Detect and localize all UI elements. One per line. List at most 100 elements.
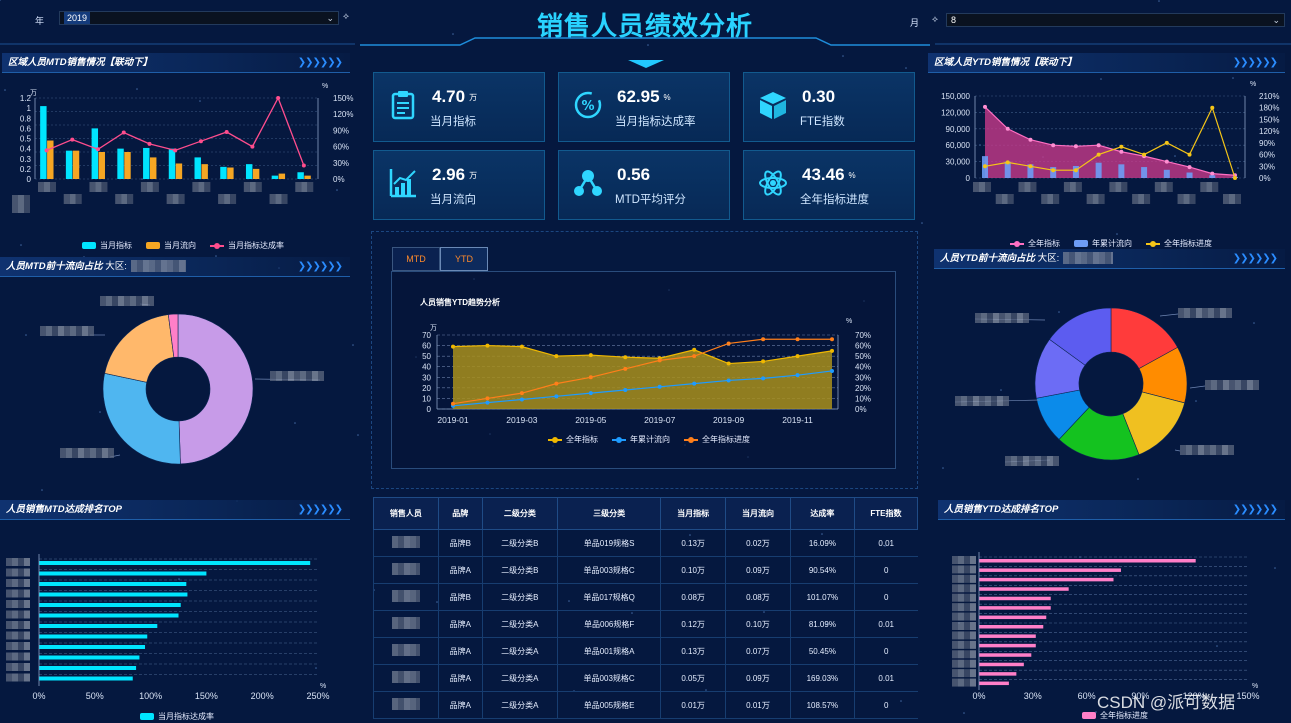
kpi-card-monthly-target[interactable]: 4.70 万 当月指标 bbox=[373, 72, 545, 142]
star bbox=[1232, 77, 1234, 79]
year-select[interactable]: 2019 ⌄ bbox=[59, 11, 339, 25]
table-row[interactable]: 品牌A 二级分类B 单品003规格C 0.10万 0.09万 90.54% 0 bbox=[373, 556, 918, 584]
table-cell: 品牌A bbox=[437, 610, 483, 638]
kpi-card-fte-index[interactable]: 0.30 FTE指数 bbox=[743, 72, 915, 142]
bar-progress bbox=[979, 672, 1017, 676]
kpi-card-mtd-score[interactable]: 0.56 MTD平均评分 bbox=[558, 150, 730, 220]
kpi-card-achievement-rate[interactable]: % 62.95% 当月指标达成率 bbox=[558, 72, 730, 142]
tick-label: 0% bbox=[1259, 174, 1271, 183]
table-header-cell[interactable]: 当月流向 bbox=[725, 497, 791, 530]
star bbox=[1195, 400, 1197, 402]
tab-mtd[interactable]: MTD bbox=[392, 247, 440, 271]
redacted-label bbox=[243, 182, 262, 192]
table-header-cell[interactable]: 当月指标 bbox=[660, 497, 727, 530]
redacted-label bbox=[63, 194, 82, 204]
table-header-cell[interactable]: 达成率 bbox=[789, 497, 855, 530]
panel-title-region-mtd: 区域人员MTD销售情况【联动下】 ❯❯❯❯❯❯ bbox=[2, 53, 350, 73]
redacted-label bbox=[6, 558, 30, 566]
star bbox=[1158, 0, 1160, 2]
tick-label: 150,000 bbox=[941, 92, 970, 101]
tick-label: 1.2 bbox=[20, 94, 32, 103]
table-cell: 169.03% bbox=[789, 664, 855, 692]
table-header-cell[interactable]: 二级分类 bbox=[481, 497, 558, 530]
table-header-cell[interactable]: 销售人员 bbox=[373, 497, 439, 530]
point-target bbox=[1028, 137, 1033, 142]
redacted-label bbox=[218, 194, 237, 204]
point-flow bbox=[485, 400, 490, 405]
tick-label: 0 bbox=[427, 405, 432, 414]
legend-ytd-rank: 全年指标进度 bbox=[1082, 710, 1148, 721]
tick-label: 10% bbox=[855, 394, 871, 403]
kpi-card-annual-progress[interactable]: 43.46% 全年指标进度 bbox=[743, 150, 915, 220]
point-progress bbox=[588, 375, 593, 380]
point-progress bbox=[692, 354, 697, 359]
table-row[interactable]: 品牌A 二级分类A 单品005规格E 0.01万 0.01万 108.57% 0 bbox=[373, 691, 918, 719]
redacted-label bbox=[952, 593, 976, 602]
point-target bbox=[623, 355, 628, 360]
table-row[interactable]: 品牌B 二级分类B 单品017规格Q 0.08万 0.08万 101.07% 0 bbox=[373, 583, 918, 611]
point-target bbox=[519, 344, 524, 349]
bar-progress bbox=[979, 596, 1051, 601]
tick-label: 20% bbox=[855, 384, 871, 393]
redacted-label bbox=[1109, 182, 1128, 192]
point-progress bbox=[983, 164, 987, 169]
x-tick-label: 200% bbox=[251, 691, 274, 701]
bar-rate bbox=[39, 582, 187, 586]
x-tick-label: 250% bbox=[306, 691, 329, 701]
table-cell: 0.05万 bbox=[660, 664, 726, 692]
table-row[interactable]: 品牌B 二级分类B 单品019规格S 0.13万 0.02万 16.09% 0.01 bbox=[373, 529, 918, 557]
redacted-label bbox=[166, 194, 185, 204]
arrows-icon: ❯❯❯❯❯❯ bbox=[1232, 504, 1278, 515]
table-cell: 0.10万 bbox=[725, 610, 791, 638]
redacted-label bbox=[1177, 194, 1196, 204]
table-row[interactable]: 品牌A 二级分类A 单品001规格A 0.13万 0.07万 50.45% 0 bbox=[373, 637, 918, 665]
redacted-label bbox=[140, 182, 159, 192]
star bbox=[1253, 322, 1255, 324]
table-cell: 0.01 bbox=[853, 529, 918, 557]
star bbox=[136, 88, 138, 90]
clear-filter-icon[interactable]: ⟡ bbox=[932, 14, 938, 24]
redacted-label bbox=[1005, 456, 1059, 466]
bar-rate bbox=[39, 561, 311, 565]
point-target bbox=[983, 104, 987, 109]
point-progress bbox=[485, 396, 490, 401]
redacted-label bbox=[952, 612, 976, 621]
tab-ytd[interactable]: YTD bbox=[440, 247, 488, 271]
point-rate bbox=[44, 148, 49, 153]
star bbox=[1116, 233, 1118, 235]
table-header-cell[interactable]: 三级分类 bbox=[556, 497, 662, 530]
redacted-name bbox=[391, 644, 420, 656]
table-header-cell[interactable]: FTE指数 bbox=[853, 497, 919, 530]
star bbox=[1137, 478, 1139, 480]
redacted-label bbox=[6, 621, 30, 629]
point-progress bbox=[1187, 152, 1192, 157]
legend-item: 年累计流向 bbox=[1074, 238, 1132, 249]
redacted-label bbox=[6, 631, 30, 640]
star bbox=[1000, 389, 1002, 391]
redacted-label bbox=[1063, 182, 1082, 192]
table-cell: 二级分类B bbox=[481, 556, 558, 584]
table-row[interactable]: 品牌A 二级分类A 单品003规格C 0.05万 0.09万 169.03% 0.01 bbox=[373, 664, 918, 692]
bar-flow bbox=[1050, 167, 1057, 178]
redacted-name bbox=[391, 563, 420, 575]
arrows-icon: ❯❯❯❯❯❯ bbox=[1232, 253, 1278, 264]
pie-slice bbox=[104, 314, 175, 383]
month-select[interactable]: 8 ⌄ bbox=[946, 13, 1285, 27]
redacted-label bbox=[6, 652, 30, 661]
table-cell: 品牌B bbox=[437, 583, 483, 611]
bar-target bbox=[117, 148, 124, 179]
bar-rate bbox=[39, 613, 179, 618]
line-flow bbox=[452, 370, 833, 407]
clear-filter-icon[interactable]: ⟡ bbox=[343, 11, 349, 21]
tick-label: 120% bbox=[333, 110, 353, 119]
star bbox=[20, 244, 22, 246]
bar-flow bbox=[124, 152, 131, 179]
table-header-cell[interactable]: 品牌 bbox=[437, 497, 483, 530]
point-progress bbox=[761, 337, 766, 342]
bar-target bbox=[297, 172, 304, 179]
tick-label: 120% bbox=[1259, 127, 1279, 136]
kpi-card-monthly-flow[interactable]: 2.96 万 当月流向 bbox=[373, 150, 545, 220]
tick-label: % bbox=[846, 318, 852, 325]
legend-item: 当月指标达成率 bbox=[210, 240, 284, 251]
table-row[interactable]: 品牌A 二级分类A 单品006规格F 0.12万 0.10万 81.09% 0.01 bbox=[373, 610, 918, 638]
